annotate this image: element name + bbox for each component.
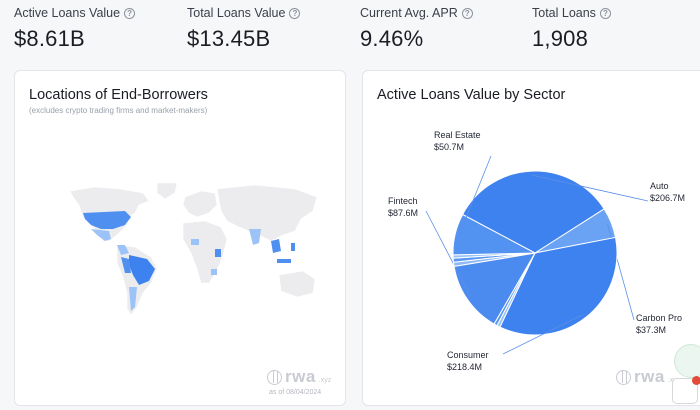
rwa-watermark: rwa .xyz [267, 367, 331, 387]
rwa-logo-icon [267, 369, 282, 385]
west-africa-region [191, 239, 199, 245]
watermark-text: rwa [634, 367, 665, 386]
usa-region [83, 211, 131, 229]
southern-africa-region [211, 269, 217, 275]
southeast-asia-region [271, 239, 281, 253]
highlighted-regions [83, 211, 295, 311]
rwa-watermark: rwa .xyz [616, 367, 680, 387]
stat-value: 9.46% [360, 26, 424, 51]
leader-line [531, 174, 649, 202]
sector-pie-chart[interactable]: Auto $206.7M Carbon Pro $37.3M Consumer $218.… [363, 71, 700, 406]
info-icon[interactable]: ? [461, 7, 473, 19]
stat-label: Total Loans [532, 6, 596, 20]
india-region [249, 229, 261, 245]
watermark-suffix: .xyz [318, 376, 332, 384]
colombia-region [117, 245, 129, 255]
borrower-locations-card: Locations of End-Borrowers (excludes cry… [14, 70, 346, 406]
info-icon[interactable]: ? [289, 7, 301, 19]
slice-value-label: $206.7M [650, 193, 685, 203]
stat-active-loans-value: Active Loans Value? $8.61B [14, 6, 136, 52]
europe-land [182, 190, 218, 218]
brazil-region [129, 255, 155, 285]
sector-breakdown-card: Active Loans Value by Sector Auto $206.7M… [362, 70, 700, 406]
card-subtitle: (excludes crypto trading firms and marke… [29, 106, 208, 115]
greenland-land [156, 183, 178, 200]
stat-total-loans: Total Loans? 1,908 [532, 6, 611, 52]
slice-label: Real Estate [434, 130, 481, 140]
slice-label: Auto [650, 181, 669, 191]
leader-line [425, 210, 472, 298]
kenya-region [215, 249, 221, 257]
slice-value-label: $87.6M [388, 208, 418, 218]
mexico-region [91, 229, 111, 241]
australia-land [278, 270, 316, 298]
africa-land [182, 220, 228, 284]
card-title: Locations of End-Borrowers [29, 87, 208, 103]
leader-line [502, 314, 583, 355]
assistant-widget-icon[interactable] [674, 344, 700, 378]
leader-line [458, 155, 492, 236]
world-map[interactable] [65, 183, 327, 323]
stat-value: 1,908 [532, 26, 589, 51]
stat-current-avg-apr: Current Avg. APR? 9.46% [360, 6, 473, 52]
stat-label: Total Loans Value [187, 6, 286, 20]
slice-value-label: $218.4M [447, 362, 482, 372]
indonesia-region [277, 259, 291, 263]
notification-dot [692, 376, 700, 385]
stat-total-loans-value: Total Loans Value? $13.45B [187, 6, 301, 52]
card-title: Active Loans Value by Sector [377, 87, 566, 103]
slice-value-label: $37.3M [636, 325, 666, 335]
asia-land [216, 184, 318, 242]
watermark-text: rwa [285, 367, 316, 386]
pie-slice-consumer[interactable] [499, 236, 618, 336]
stat-label: Active Loans Value [14, 6, 121, 20]
slice-label: Fintech [388, 196, 418, 206]
info-icon[interactable]: ? [599, 7, 611, 19]
argentina-region [129, 287, 137, 311]
stat-value: $8.61B [14, 26, 85, 51]
peru-region [121, 257, 131, 273]
info-icon[interactable]: ? [124, 7, 136, 19]
slice-value-label: $50.7M [434, 142, 464, 152]
as-of-date: as of 08/04/2024 [269, 389, 322, 396]
pie-slice-real-estate[interactable] [452, 213, 537, 256]
slice-label: Consumer [447, 350, 489, 360]
stat-label: Current Avg. APR [360, 6, 458, 20]
slice-label: Carbon Pro [636, 313, 682, 323]
rwa-logo-icon [616, 369, 631, 385]
stats-row: Active Loans Value? $8.61B Total Loans V… [0, 0, 700, 60]
pie-slice-fintech[interactable] [453, 252, 536, 325]
philippines-region [291, 243, 295, 251]
stat-value: $13.45B [187, 26, 271, 51]
